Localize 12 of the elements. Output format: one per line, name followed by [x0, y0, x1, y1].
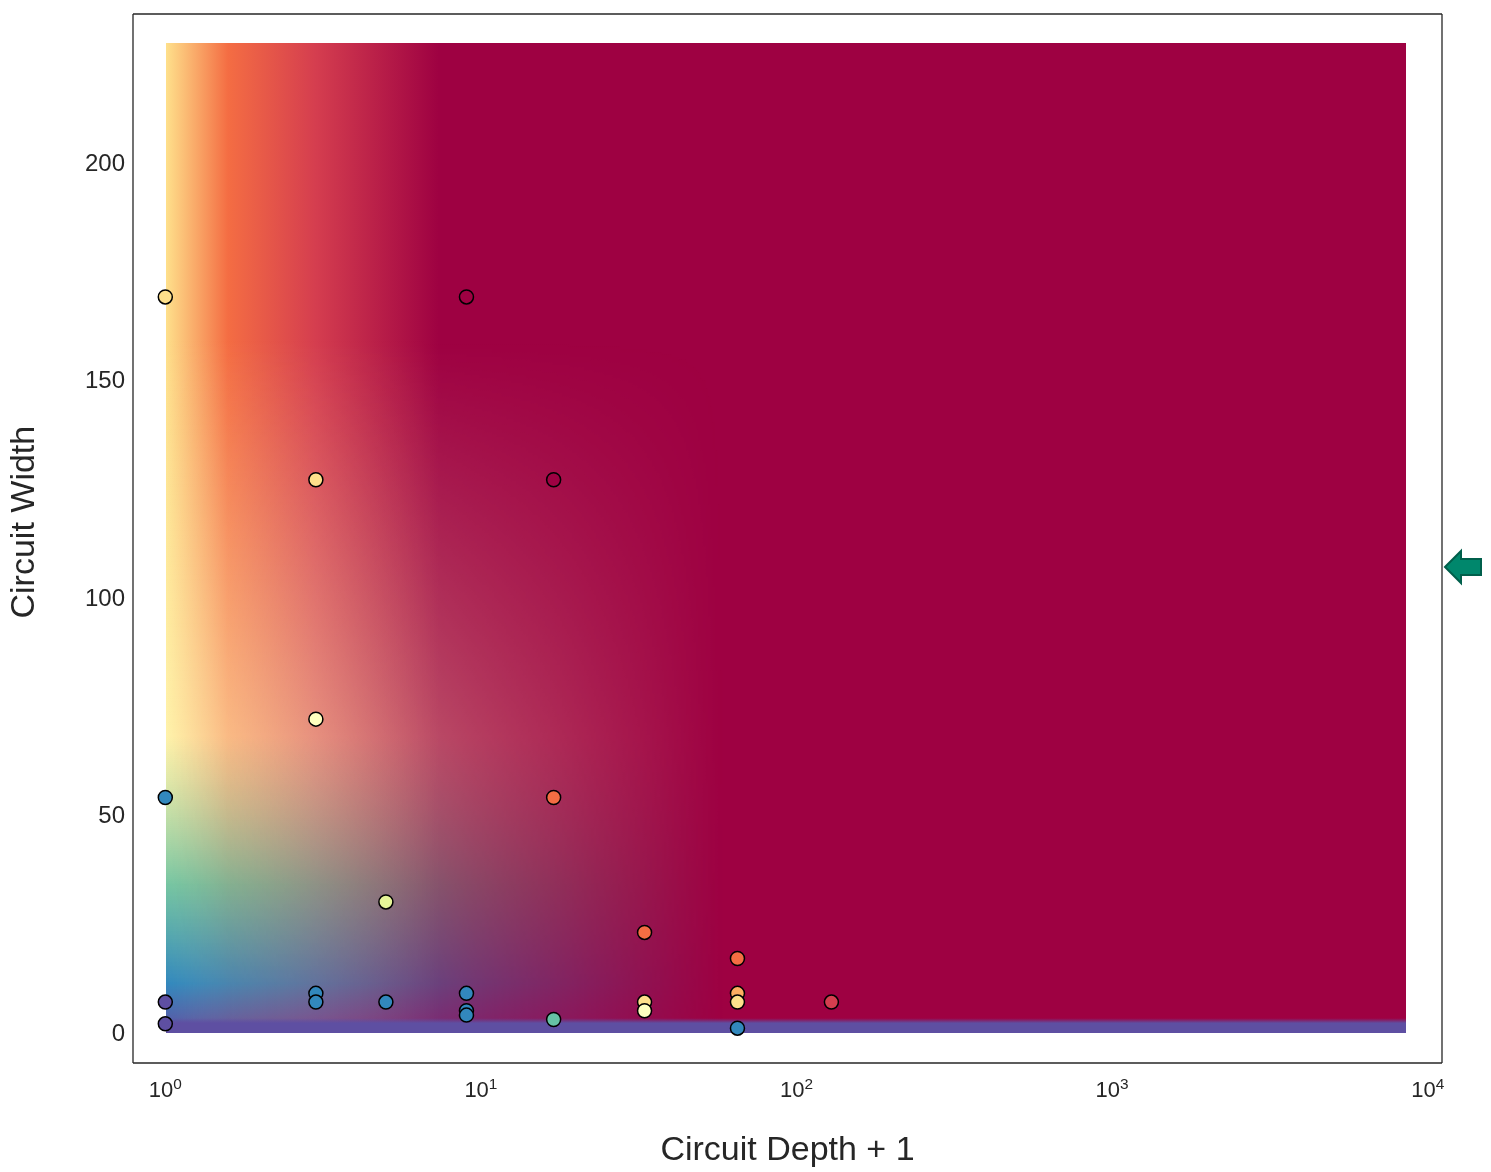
x-tick-label: 10$^{0}$: [148, 1074, 182, 1102]
y-tick-label: 50: [98, 801, 125, 829]
y-tick-label: 200: [84, 148, 125, 176]
x-axis-title: Circuit Depth + 1: [660, 1129, 915, 1167]
x-tick-label: 10$^{2}$: [779, 1074, 814, 1102]
x-tick-label: 10$^{1}$: [464, 1074, 498, 1102]
x-tick-label: 10$^{4}$: [1411, 1074, 1445, 1102]
x-tick-label: 10$^{3}$: [1095, 1074, 1129, 1102]
y-axis-title: Circuit Width: [3, 425, 42, 619]
y-tick-label: 150: [84, 366, 125, 394]
y-tick-label: 0: [111, 1019, 125, 1047]
y-tick-label: 100: [84, 583, 125, 611]
